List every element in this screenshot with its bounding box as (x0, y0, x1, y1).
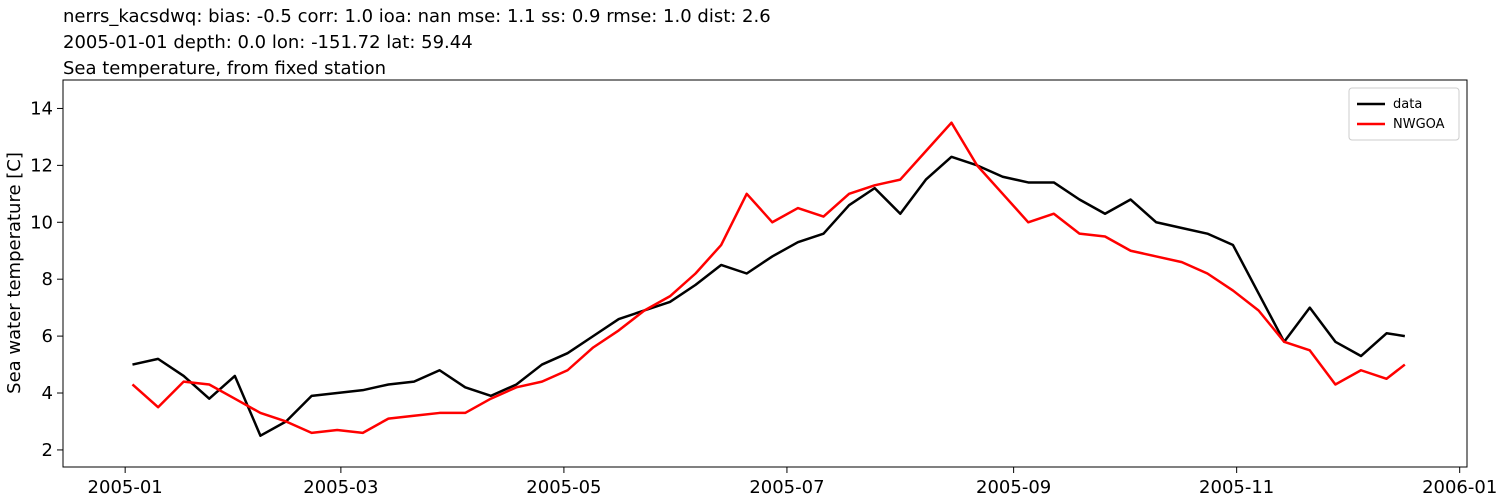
x-tick-label: 2005-11 (1199, 477, 1274, 498)
x-tick-label: 2005-07 (749, 477, 824, 498)
y-tick-label: 4 (42, 383, 53, 404)
title-line: 2005-01-01 depth: 0.0 lon: -151.72 lat: … (63, 32, 473, 53)
title-line: nerrs_kacsdwq: bias: -0.5 corr: 1.0 ioa:… (63, 6, 771, 27)
plot-frame (62, 79, 1468, 468)
y-tick-label: 2 (42, 440, 53, 461)
y-tick-label: 10 (30, 212, 53, 233)
series-line (132, 155, 1406, 437)
x-tick-label: 2005-01 (88, 477, 163, 498)
legend-frame (1348, 87, 1460, 141)
y-tick-label: 8 (42, 269, 53, 290)
x-tick-label: 2006-01 (1422, 477, 1497, 498)
y-tick-label: 12 (30, 155, 53, 176)
x-tick-label: 2005-03 (303, 477, 378, 498)
y-axis-label: Sea water temperature [C] (4, 152, 25, 394)
x-tick-label: 2005-05 (526, 477, 601, 498)
x-tick-label: 2005-09 (976, 477, 1051, 498)
legend: data NWGOA (1348, 87, 1460, 141)
y-tick-label: 6 (42, 326, 53, 347)
legend-label: data (1393, 97, 1422, 112)
y-tick-label: 14 (30, 98, 53, 119)
legend-label: NWGOA (1393, 117, 1445, 132)
title-line: Sea temperature, from fixed station (63, 58, 386, 79)
series-line (131, 121, 1406, 435)
